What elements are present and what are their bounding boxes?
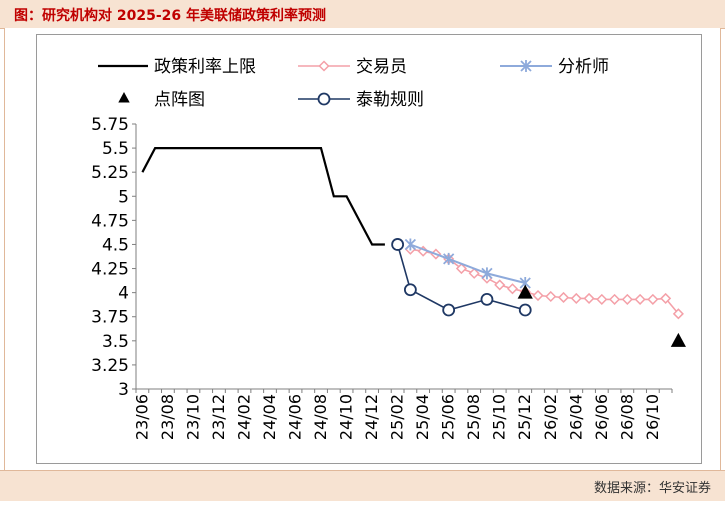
trader-point — [557, 291, 570, 304]
x-tick-label: 24/12 — [362, 394, 381, 440]
x-tick-label: 24/04 — [260, 394, 279, 440]
x-tick-label: 24/02 — [234, 394, 253, 440]
x-tick-label: 24/06 — [286, 394, 305, 440]
trader-line — [410, 248, 680, 315]
y-tick-label: 4.75 — [91, 211, 129, 231]
y-tick-label: 5.75 — [91, 115, 129, 135]
x-tick-label: 26/08 — [617, 394, 636, 440]
legend-trader-marker — [318, 60, 330, 72]
x-tick-label: 26/02 — [541, 394, 560, 440]
taylor-rule-point — [403, 283, 417, 297]
legend-label: 政策利率上限 — [154, 57, 256, 77]
legend-label: 点阵图 — [154, 90, 205, 110]
x-tick-label: 23/06 — [132, 394, 151, 440]
trader-point — [494, 279, 506, 291]
taylor-rule-point — [518, 303, 532, 317]
chart-area — [36, 34, 702, 464]
trader-point — [570, 292, 582, 304]
y-tick-label: 5 — [118, 187, 129, 207]
trader-point — [468, 267, 480, 279]
y-tick-label: 4.25 — [91, 260, 129, 280]
x-tick-label: 24/08 — [311, 394, 330, 440]
trader-point — [506, 283, 519, 295]
y-tick-label: 3.5 — [102, 332, 129, 352]
trader-point — [647, 293, 659, 305]
x-tick-label: 25/08 — [464, 394, 483, 440]
y-tick-label: 5.25 — [91, 163, 129, 183]
trader-point — [634, 293, 646, 305]
y-tick-label: 3.25 — [91, 356, 129, 376]
x-tick-label: 25/02 — [388, 394, 407, 440]
dot-plot-point — [517, 284, 533, 299]
x-tick-label: 26/04 — [566, 394, 585, 440]
x-tick-label: 23/08 — [158, 394, 177, 440]
chart-title: 图：研究机构对 2025-26 年美联储政策利率预测 — [14, 8, 327, 24]
footer-bar: 数据来源：华安证券 — [0, 470, 725, 501]
x-tick-label: 26/10 — [643, 394, 662, 440]
legend-label: 泰勒规则 — [356, 90, 424, 110]
x-tick-label: 25/12 — [515, 394, 534, 440]
trader-point — [545, 290, 557, 303]
y-tick-label: 3 — [118, 380, 129, 400]
y-tick-label: 4 — [118, 284, 129, 304]
data-source: 数据来源：华安证券 — [593, 481, 711, 496]
trader-point — [672, 308, 684, 320]
taylor-rule-point — [442, 303, 456, 317]
x-tick-label: 26/06 — [592, 394, 611, 440]
dot-plot-point — [670, 332, 686, 347]
legend-analyst-marker — [520, 60, 532, 72]
policy-rate-line — [141, 147, 385, 246]
legend-label: 分析师 — [558, 57, 609, 77]
trader-point — [532, 289, 544, 302]
x-tick-label: 23/10 — [183, 394, 202, 440]
trader-point — [660, 292, 672, 304]
taylor-rule-point — [480, 292, 494, 306]
trader-point — [455, 262, 467, 275]
x-tick-label: 25/04 — [413, 394, 432, 440]
trader-point — [596, 293, 608, 305]
x-tick-label: 24/10 — [337, 394, 356, 440]
x-tick-label: 25/06 — [439, 394, 458, 440]
legend-label: 交易员 — [356, 57, 407, 77]
analyst-point — [481, 267, 493, 280]
analyst-point — [443, 252, 455, 265]
analyst-line — [410, 243, 526, 284]
x-tick-label: 23/12 — [209, 394, 228, 440]
trader-point — [621, 293, 633, 305]
analyst-point — [404, 238, 417, 251]
y-tick-label: 3.75 — [91, 308, 129, 328]
y-tick-label: 5.5 — [102, 139, 129, 159]
taylor-rule-point — [391, 238, 405, 251]
legend-taylor-marker — [317, 92, 331, 106]
trader-point — [609, 293, 621, 305]
y-tick-label: 4.5 — [102, 235, 129, 255]
trader-point — [583, 292, 595, 304]
x-tick-label: 25/10 — [490, 394, 509, 440]
legend-dot-marker — [118, 92, 130, 103]
